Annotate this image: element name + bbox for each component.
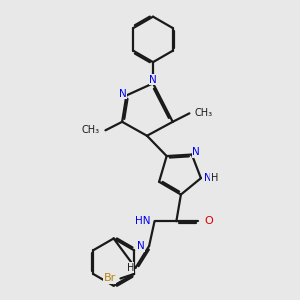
Text: H: H bbox=[211, 173, 218, 183]
Text: O: O bbox=[204, 216, 213, 226]
Text: H: H bbox=[127, 263, 134, 273]
Text: CH₃: CH₃ bbox=[82, 125, 100, 135]
Text: N: N bbox=[149, 75, 157, 85]
Text: Br: Br bbox=[104, 274, 116, 284]
Text: N: N bbox=[204, 173, 212, 183]
Text: N: N bbox=[193, 147, 200, 157]
Text: CH₃: CH₃ bbox=[195, 108, 213, 118]
Text: HN: HN bbox=[135, 216, 151, 226]
Text: N: N bbox=[119, 89, 127, 99]
Text: N: N bbox=[137, 241, 145, 251]
